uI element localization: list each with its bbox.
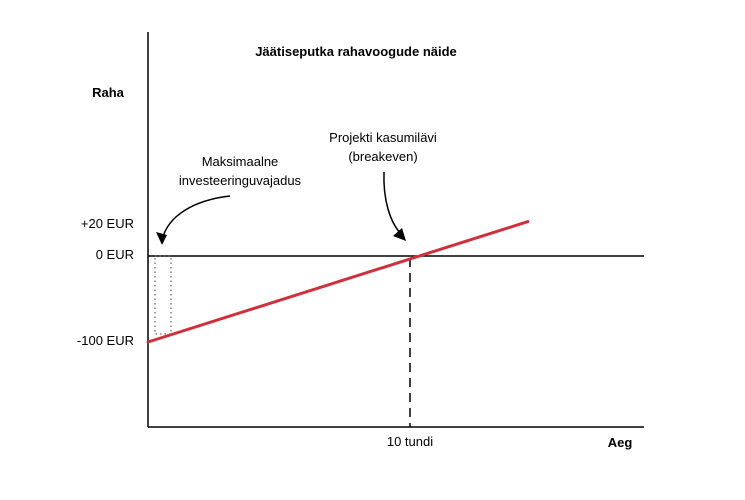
y-tick-label-minus100: -100 EUR	[77, 333, 134, 348]
x-axis-label: Aeg	[608, 435, 633, 450]
x-tick-label-10h: 10 tundi	[387, 434, 433, 449]
breakeven-label-line1: Projekti kasumilävi	[329, 130, 437, 145]
max-investment-arrowhead	[156, 232, 167, 245]
chart-title: Jäätiseputka rahavoogude näide	[255, 44, 457, 59]
breakeven-arrow	[383, 171, 402, 235]
max-investment-bracket	[154, 255, 172, 335]
y-axis-label: Raha	[92, 85, 125, 100]
series-line	[146, 220, 530, 344]
breakeven-label-line2: (breakeven)	[348, 149, 417, 164]
max-investment-arrow	[161, 195, 231, 241]
max-investment-label-line1: Maksimaalne	[202, 154, 279, 169]
max-investment-label-line2: investeeringuvajadus	[179, 173, 302, 188]
y-tick-label-zero: 0 EUR	[96, 247, 134, 262]
breakeven-arrowhead	[393, 228, 406, 241]
y-tick-label-plus20: +20 EUR	[81, 216, 134, 231]
